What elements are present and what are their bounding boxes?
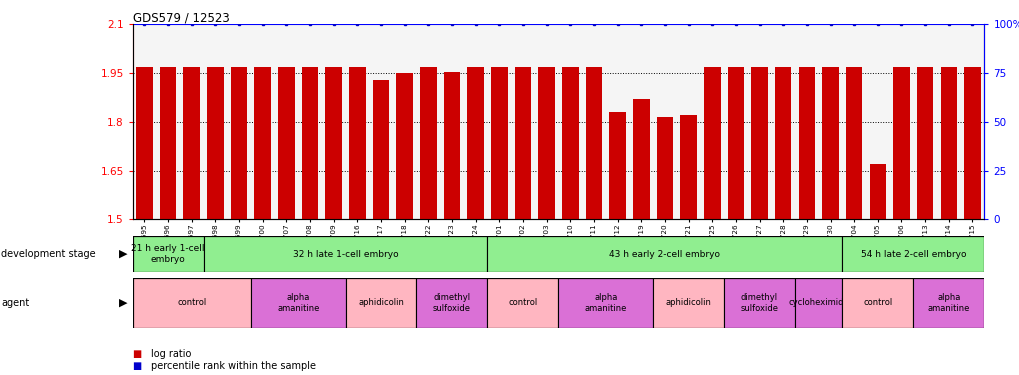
Text: ▶: ▶ [119,249,127,259]
Text: cycloheximide: cycloheximide [788,298,848,307]
Bar [703,67,719,219]
Bar [420,67,436,219]
Bar [160,67,176,219]
FancyBboxPatch shape [132,278,251,328]
FancyBboxPatch shape [652,278,723,328]
FancyBboxPatch shape [794,278,842,328]
Bar [893,67,909,219]
FancyBboxPatch shape [416,278,487,328]
FancyBboxPatch shape [912,278,983,328]
Bar [538,67,554,219]
Text: agent: agent [1,298,30,308]
Text: ■: ■ [132,361,142,370]
Bar [585,67,601,219]
Bar [916,67,932,219]
Bar [443,72,460,219]
Text: ▶: ▶ [119,298,127,308]
FancyBboxPatch shape [842,236,983,272]
Bar [633,99,649,219]
Text: log ratio: log ratio [151,350,192,359]
FancyBboxPatch shape [558,278,652,328]
Bar [230,67,247,219]
Bar [845,67,862,219]
Text: development stage: development stage [1,249,96,259]
Bar [302,67,318,219]
Bar [608,112,626,219]
FancyBboxPatch shape [487,236,842,272]
Bar [278,67,294,219]
Text: GDS579 / 12523: GDS579 / 12523 [132,11,229,24]
FancyBboxPatch shape [723,278,794,328]
Text: ■: ■ [132,350,142,359]
Text: control: control [177,298,206,307]
Text: 43 h early 2-cell embryo: 43 h early 2-cell embryo [608,250,719,259]
Bar [136,67,153,219]
Bar [561,67,578,219]
Text: percentile rank within the sample: percentile rank within the sample [151,361,316,370]
Bar [467,67,483,219]
Text: control: control [507,298,537,307]
Bar [396,73,413,219]
Bar [798,67,814,219]
Bar [680,116,696,219]
FancyBboxPatch shape [132,236,204,272]
Bar [727,67,744,219]
Bar [207,67,223,219]
Text: 21 h early 1-cell
embryо: 21 h early 1-cell embryо [131,244,205,264]
Bar [490,67,507,219]
Bar [254,67,271,219]
Text: 32 h late 1-cell embryo: 32 h late 1-cell embryo [292,250,398,259]
Text: aphidicolin: aphidicolin [665,298,711,307]
Bar [940,67,956,219]
Text: dimethyl
sulfoxide: dimethyl sulfoxide [740,293,777,312]
Text: dimethyl
sulfoxide: dimethyl sulfoxide [432,293,471,312]
Text: alpha
amanitine: alpha amanitine [277,293,319,312]
Text: alpha
amanitine: alpha amanitine [926,293,969,312]
Bar [372,80,389,219]
FancyBboxPatch shape [251,278,345,328]
Bar [869,164,886,219]
Bar [963,67,980,219]
Text: control: control [862,298,892,307]
FancyBboxPatch shape [487,278,558,328]
Bar [774,67,791,219]
Bar [348,67,365,219]
Bar [515,67,531,219]
FancyBboxPatch shape [345,278,416,328]
Text: aphidicolin: aphidicolin [358,298,404,307]
Bar [821,67,838,219]
FancyBboxPatch shape [842,278,912,328]
Text: alpha
amanitine: alpha amanitine [584,293,627,312]
Bar [656,117,673,219]
Bar [751,67,767,219]
Bar [183,67,200,219]
Text: 54 h late 2-cell embryo: 54 h late 2-cell embryo [860,250,965,259]
FancyBboxPatch shape [204,236,487,272]
Bar [325,67,341,219]
